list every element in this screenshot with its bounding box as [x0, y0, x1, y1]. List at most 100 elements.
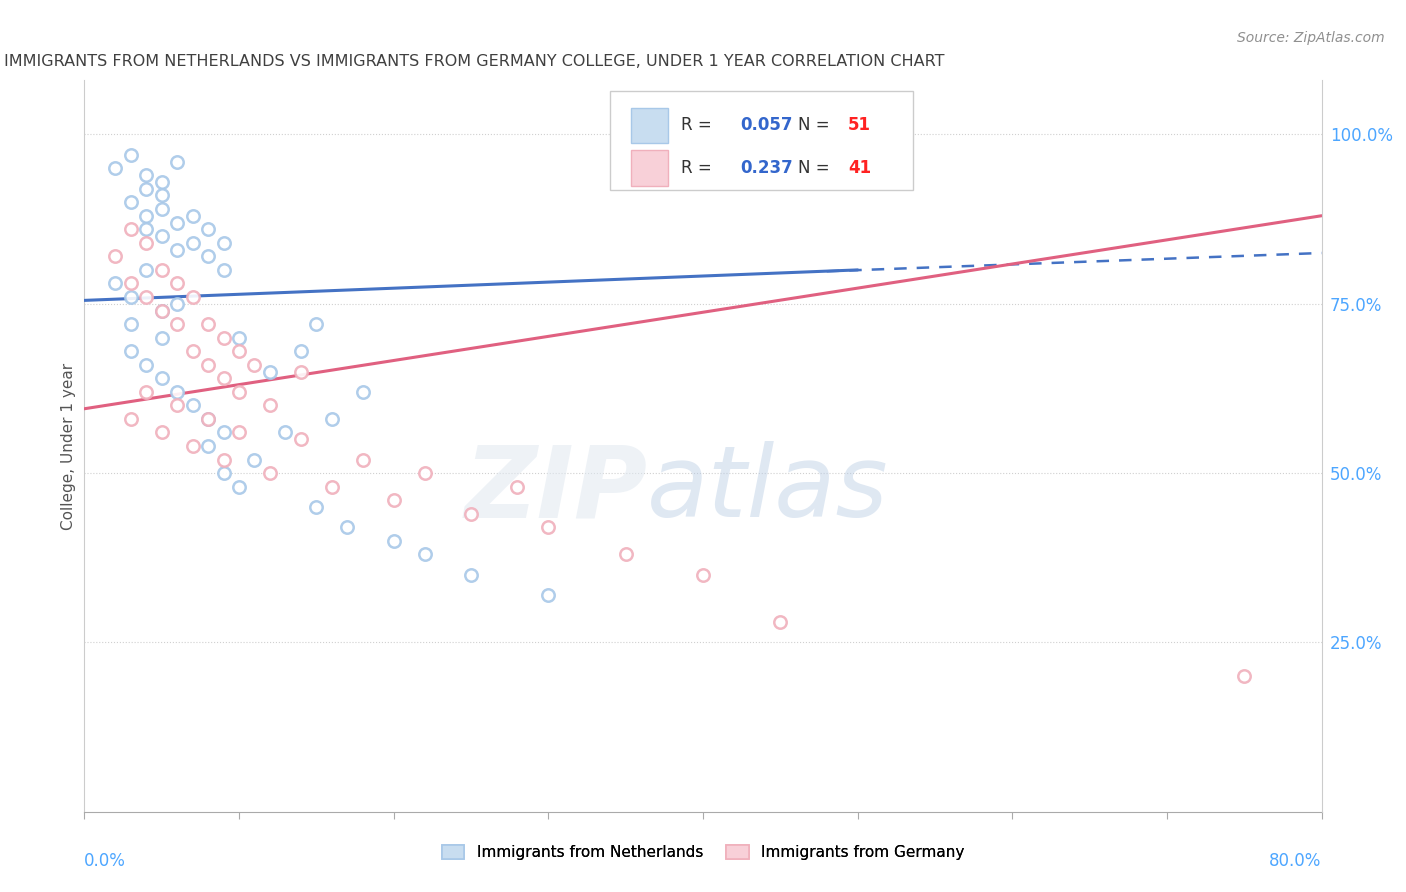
- Point: [537, 520, 560, 534]
- Point: [321, 480, 343, 494]
- Point: [150, 303, 173, 318]
- Point: [212, 425, 235, 440]
- Point: [166, 317, 188, 331]
- Point: [104, 161, 127, 176]
- Point: [228, 384, 250, 399]
- Point: [274, 425, 297, 440]
- Point: [212, 371, 235, 385]
- Point: [305, 500, 328, 514]
- Text: 41: 41: [848, 159, 870, 177]
- Point: [506, 480, 529, 494]
- Text: N =: N =: [799, 116, 835, 134]
- Point: [120, 148, 142, 162]
- Text: 80.0%: 80.0%: [1270, 852, 1322, 870]
- Point: [413, 466, 436, 480]
- Point: [228, 344, 250, 359]
- Point: [460, 507, 482, 521]
- Point: [197, 317, 219, 331]
- Point: [120, 222, 142, 236]
- Point: [104, 249, 127, 263]
- Point: [181, 209, 204, 223]
- Point: [166, 154, 188, 169]
- Text: 0.237: 0.237: [740, 159, 793, 177]
- Point: [166, 243, 188, 257]
- Point: [352, 452, 374, 467]
- Point: [197, 222, 219, 236]
- Legend: Immigrants from Netherlands, Immigrants from Germany: Immigrants from Netherlands, Immigrants …: [436, 839, 970, 866]
- Point: [243, 358, 266, 372]
- Point: [1233, 669, 1256, 683]
- Point: [166, 277, 188, 291]
- Point: [150, 331, 173, 345]
- Point: [290, 364, 312, 378]
- Point: [166, 384, 188, 399]
- Point: [197, 412, 219, 426]
- Text: Source: ZipAtlas.com: Source: ZipAtlas.com: [1237, 31, 1385, 45]
- Point: [413, 547, 436, 561]
- Text: IMMIGRANTS FROM NETHERLANDS VS IMMIGRANTS FROM GERMANY COLLEGE, UNDER 1 YEAR COR: IMMIGRANTS FROM NETHERLANDS VS IMMIGRANT…: [4, 54, 945, 70]
- Text: 0.0%: 0.0%: [84, 852, 127, 870]
- Point: [692, 567, 714, 582]
- Point: [321, 412, 343, 426]
- Point: [135, 222, 157, 236]
- Point: [135, 384, 157, 399]
- Point: [614, 547, 637, 561]
- Point: [197, 439, 219, 453]
- Point: [197, 412, 219, 426]
- Y-axis label: College, Under 1 year: College, Under 1 year: [60, 362, 76, 530]
- Point: [181, 398, 204, 412]
- Point: [150, 229, 173, 244]
- FancyBboxPatch shape: [631, 151, 668, 186]
- Point: [290, 432, 312, 446]
- Point: [181, 290, 204, 304]
- Text: R =: R =: [681, 116, 717, 134]
- Point: [150, 263, 173, 277]
- Point: [181, 439, 204, 453]
- Text: atlas: atlas: [647, 442, 889, 539]
- Point: [197, 249, 219, 263]
- Point: [166, 398, 188, 412]
- Text: ZIP: ZIP: [464, 442, 647, 539]
- Point: [228, 425, 250, 440]
- Point: [135, 235, 157, 250]
- Point: [181, 235, 204, 250]
- Point: [352, 384, 374, 399]
- Point: [120, 317, 142, 331]
- Point: [150, 175, 173, 189]
- Point: [212, 263, 235, 277]
- Point: [537, 588, 560, 602]
- Text: 0.057: 0.057: [740, 116, 793, 134]
- Point: [382, 493, 405, 508]
- Point: [259, 364, 281, 378]
- Point: [259, 398, 281, 412]
- Point: [135, 358, 157, 372]
- Point: [150, 371, 173, 385]
- Point: [305, 317, 328, 331]
- Text: R =: R =: [681, 159, 717, 177]
- Point: [769, 615, 792, 629]
- Point: [197, 358, 219, 372]
- Point: [166, 297, 188, 311]
- Point: [243, 452, 266, 467]
- Point: [135, 168, 157, 182]
- Point: [135, 263, 157, 277]
- Point: [259, 466, 281, 480]
- Point: [336, 520, 359, 534]
- Point: [212, 466, 235, 480]
- Point: [150, 425, 173, 440]
- Point: [212, 452, 235, 467]
- Point: [135, 209, 157, 223]
- Point: [150, 202, 173, 216]
- Point: [290, 344, 312, 359]
- Point: [228, 331, 250, 345]
- Point: [120, 277, 142, 291]
- FancyBboxPatch shape: [631, 108, 668, 143]
- Point: [120, 412, 142, 426]
- Point: [212, 331, 235, 345]
- Point: [120, 344, 142, 359]
- Text: 51: 51: [848, 116, 870, 134]
- Point: [166, 215, 188, 229]
- Point: [150, 303, 173, 318]
- Point: [135, 290, 157, 304]
- Point: [228, 480, 250, 494]
